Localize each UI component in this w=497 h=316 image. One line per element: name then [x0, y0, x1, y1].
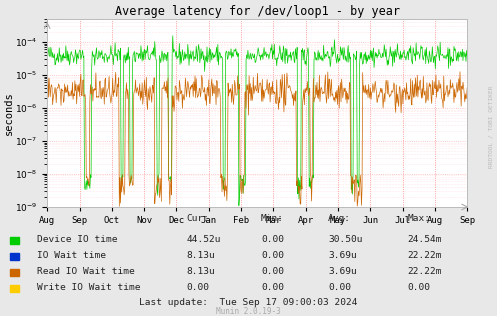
Text: Min:: Min: [261, 214, 284, 223]
Text: 22.22m: 22.22m [408, 251, 442, 260]
Text: 30.50u: 30.50u [328, 235, 362, 244]
Text: 0.00: 0.00 [261, 283, 284, 292]
Text: 8.13u: 8.13u [186, 251, 215, 260]
Text: RRDTOOL / TOBI OETIKER: RRDTOOL / TOBI OETIKER [489, 85, 494, 168]
Text: Device IO time: Device IO time [37, 235, 118, 244]
Text: 0.00: 0.00 [328, 283, 351, 292]
Text: 8.13u: 8.13u [186, 267, 215, 276]
Text: 22.22m: 22.22m [408, 267, 442, 276]
Title: Average latency for /dev/loop1 - by year: Average latency for /dev/loop1 - by year [115, 5, 400, 18]
Text: Max:: Max: [408, 214, 430, 223]
Text: Last update:  Tue Sep 17 09:00:03 2024: Last update: Tue Sep 17 09:00:03 2024 [139, 298, 358, 307]
Text: 3.69u: 3.69u [328, 267, 357, 276]
Text: 0.00: 0.00 [186, 283, 209, 292]
Text: 0.00: 0.00 [408, 283, 430, 292]
Text: 0.00: 0.00 [261, 267, 284, 276]
Text: Avg:: Avg: [328, 214, 351, 223]
Text: 0.00: 0.00 [261, 235, 284, 244]
Text: IO Wait time: IO Wait time [37, 251, 106, 260]
Text: Write IO Wait time: Write IO Wait time [37, 283, 141, 292]
Text: Cur:: Cur: [186, 214, 209, 223]
Text: 24.54m: 24.54m [408, 235, 442, 244]
Text: Munin 2.0.19-3: Munin 2.0.19-3 [216, 307, 281, 316]
Text: Read IO Wait time: Read IO Wait time [37, 267, 135, 276]
Text: 3.69u: 3.69u [328, 251, 357, 260]
Text: 0.00: 0.00 [261, 251, 284, 260]
Text: 44.52u: 44.52u [186, 235, 221, 244]
Y-axis label: seconds: seconds [3, 91, 13, 135]
